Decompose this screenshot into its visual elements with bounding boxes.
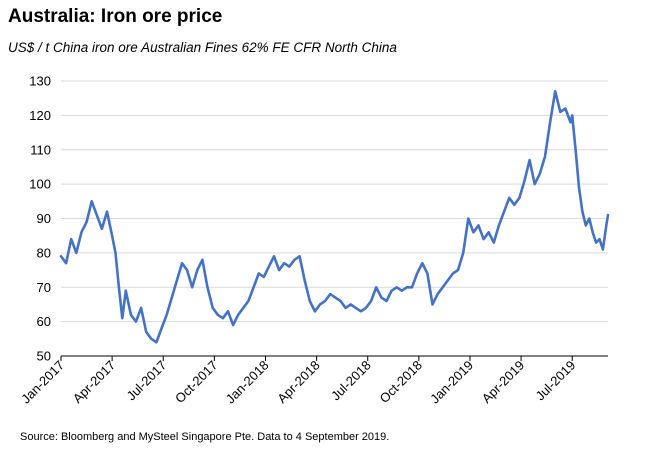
y-tick-label: 80 — [37, 245, 51, 260]
x-tick-label: Jul-2017 — [123, 358, 169, 404]
y-tick-label: 50 — [37, 349, 51, 364]
series-layer — [59, 90, 610, 344]
y-tick-label: 90 — [37, 211, 51, 226]
x-tick-label: Jul-2018 — [328, 358, 374, 404]
y-tick-label: 110 — [30, 142, 51, 157]
x-tick-label: Apr-2017 — [70, 358, 118, 406]
x-tick-label: Apr-2018 — [274, 358, 322, 406]
y-axis-tick-labels: 50 60 70 80 90 100 110 120 130 — [29, 74, 51, 364]
x-tick-label: Jan-2019 — [427, 358, 476, 407]
x-tick-label: Jan-2017 — [18, 358, 67, 407]
y-tick-label: 60 — [37, 314, 51, 329]
y-tick-label: 120 — [29, 108, 51, 123]
x-tick-label: Jan-2018 — [223, 358, 272, 407]
x-tick-label: Oct-2018 — [377, 358, 425, 406]
chart-subtitle: US$ / t China iron ore Australian Fines … — [8, 40, 397, 55]
series-line-iron-ore-price — [59, 90, 610, 344]
y-tick-label: 100 — [29, 177, 51, 192]
y-tick-label: 130 — [29, 74, 51, 89]
source-note: Source: Bloomberg and MySteel Singapore … — [20, 431, 390, 443]
x-tick-label: Oct-2017 — [172, 358, 220, 406]
x-axis-tick-labels: Jan-2017 Apr-2017 Jul-2017 Oct-2017 Jan-2018… — [18, 356, 578, 406]
y-tick-label: 70 — [37, 280, 51, 295]
x-tick-label: Apr-2019 — [479, 358, 527, 406]
x-tick-label: Jul-2019 — [532, 358, 578, 404]
chart-title: Australia: Iron ore price — [8, 6, 223, 27]
